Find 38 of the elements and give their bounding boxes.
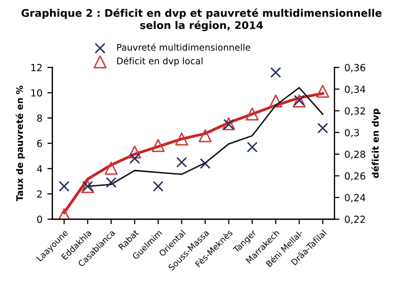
legend-label: Pauvreté multidimensionnelle (117, 43, 250, 51)
legend-label: Déficit en dvp local (117, 56, 202, 66)
y2-tick-label: 0,28 (344, 150, 366, 159)
y-tick-label: 12 (31, 64, 42, 72)
point (152, 138, 165, 152)
y2-tick-label: 0,34 (344, 86, 366, 94)
y2-tick-label: 0,24 (344, 194, 366, 202)
point (269, 94, 282, 108)
y2-tick-label: 0,22 (344, 216, 365, 224)
point (152, 180, 164, 192)
point (175, 132, 188, 146)
point (129, 153, 140, 164)
point (316, 84, 330, 98)
point (106, 177, 117, 188)
point (58, 180, 70, 192)
point (104, 162, 118, 175)
y-tick-label: 0 (37, 216, 42, 224)
y-tick-label: 4 (36, 165, 42, 172)
y2-tick-label: 0,3 (344, 128, 359, 138)
point (270, 67, 282, 78)
y2-tick-label: 0,36 (344, 64, 366, 72)
point (200, 158, 211, 169)
point (128, 145, 142, 158)
point (176, 156, 188, 168)
point (246, 142, 258, 152)
y2-tick-label: 0,26 (344, 172, 366, 181)
y-tick-label: 6 (37, 140, 42, 148)
point (198, 129, 212, 142)
y-tick-label: 2 (37, 190, 42, 198)
point (58, 208, 71, 220)
y2-tick-label: 0,32 (344, 107, 365, 116)
point (246, 108, 259, 121)
point (317, 122, 328, 134)
chart-title: Graphique 2 : Déficit en dvp et pauvreté multidimensionnelle selon la région, 2014 (22, 8, 382, 32)
y-tick-label: 10 (31, 89, 42, 97)
y-tick-label: 8 (37, 114, 42, 122)
y2-axis-title: déficit en dvp (371, 108, 381, 178)
y-axis-title: Taux de pauvreté en % (16, 86, 25, 202)
